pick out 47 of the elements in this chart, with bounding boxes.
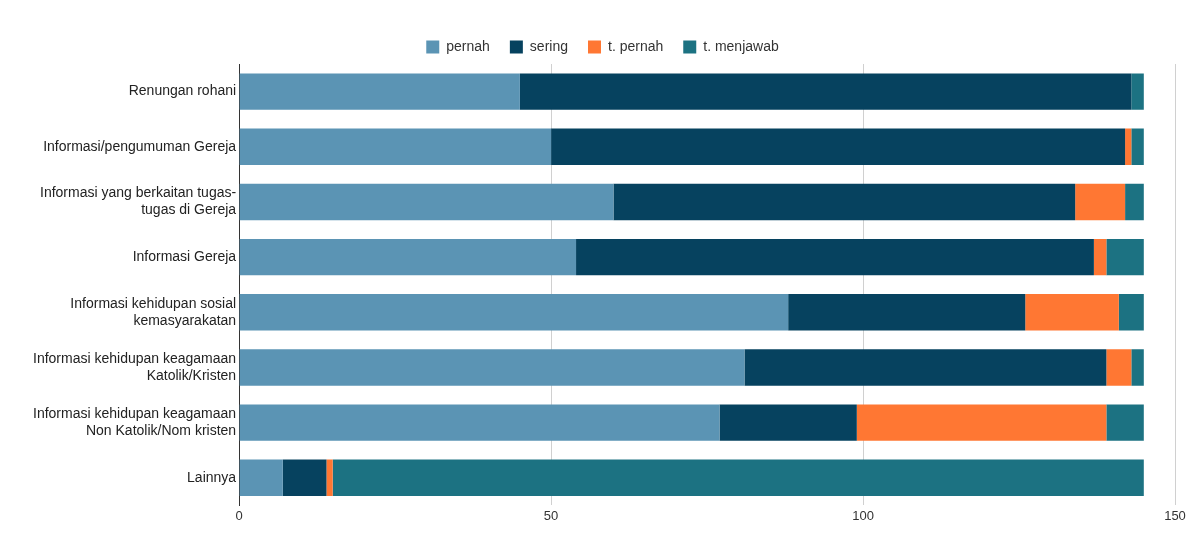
bar <box>1131 128 1144 165</box>
bar <box>1025 294 1119 331</box>
x-tick-label: 100 <box>852 507 874 523</box>
bar <box>1131 73 1144 110</box>
bar <box>239 128 552 165</box>
bar <box>239 459 283 497</box>
bar <box>239 238 577 276</box>
bar <box>1093 238 1107 276</box>
bar <box>1106 238 1144 276</box>
bar <box>1106 349 1132 386</box>
bar <box>719 404 857 441</box>
x-tick-label: 150 <box>1164 507 1186 523</box>
bar <box>551 128 1126 165</box>
bar <box>1125 183 1144 221</box>
bar <box>1131 349 1144 386</box>
y-tick-label: Informasi Gereja <box>132 247 237 264</box>
x-tick-label: 0 <box>235 507 243 523</box>
bar <box>1118 294 1144 331</box>
bar <box>332 459 1144 497</box>
y-tick-label: Informasi kehidupan sosial kemasyarakatan <box>70 294 237 328</box>
y-tick-label: Informasi yang berkaitan tugas-tugas di Gereja <box>40 184 237 218</box>
bar <box>744 349 1107 386</box>
bar <box>239 183 614 221</box>
bar <box>856 404 1107 441</box>
bar <box>239 294 789 331</box>
bar <box>1125 128 1132 165</box>
bar <box>326 459 333 497</box>
bar <box>576 238 1094 276</box>
bar <box>1075 183 1126 221</box>
legend-label: pernah <box>446 37 490 54</box>
bar <box>613 183 1076 221</box>
bar <box>239 349 745 386</box>
bar <box>239 404 720 441</box>
bar <box>788 294 1026 331</box>
x-tick-label: 50 <box>543 507 559 523</box>
bar <box>519 73 1132 110</box>
y-tick-label: Informasi/pengumuman Gereja <box>43 137 237 154</box>
y-tick-label: Lainnya <box>187 468 237 485</box>
y-tick-label: Informasi kehidupan keagamaan Katolik/Kristen <box>32 349 237 383</box>
y-tick-label: Renungan rohani <box>128 82 237 99</box>
bar <box>1106 404 1144 441</box>
bar <box>282 459 327 497</box>
legend-label: t. menjawab <box>703 37 779 54</box>
bar <box>239 73 520 110</box>
legend-label: sering <box>529 37 568 54</box>
legend-label: t. pernah <box>607 37 664 54</box>
y-tick-label: Informasi kehidupan keagamaan Non Katolik/Nom kristen <box>32 405 237 438</box>
